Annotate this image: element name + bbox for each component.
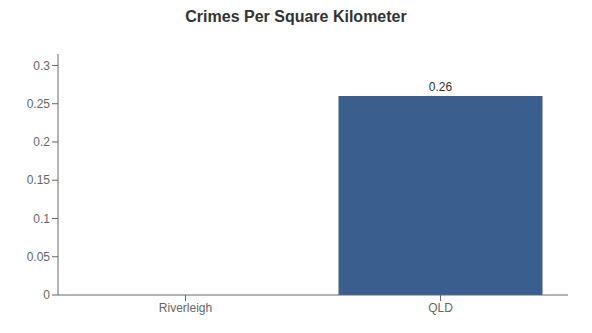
svg-text:QLD: QLD — [428, 301, 453, 315]
svg-text:0.2: 0.2 — [33, 135, 50, 149]
svg-text:0.26: 0.26 — [429, 80, 453, 94]
html-text:Crimes Per Square Kilometer: Crimes Per Square Kilometer — [185, 8, 407, 25]
svg-text:0.1: 0.1 — [33, 212, 50, 226]
svg-text:0.3: 0.3 — [33, 59, 50, 73]
svg-text:0.05: 0.05 — [27, 250, 51, 264]
svg-text:0: 0 — [43, 288, 50, 302]
svg-text:0.25: 0.25 — [27, 97, 51, 111]
svg-text:0.15: 0.15 — [27, 173, 51, 187]
svg-text:Riverleigh: Riverleigh — [159, 301, 212, 315]
